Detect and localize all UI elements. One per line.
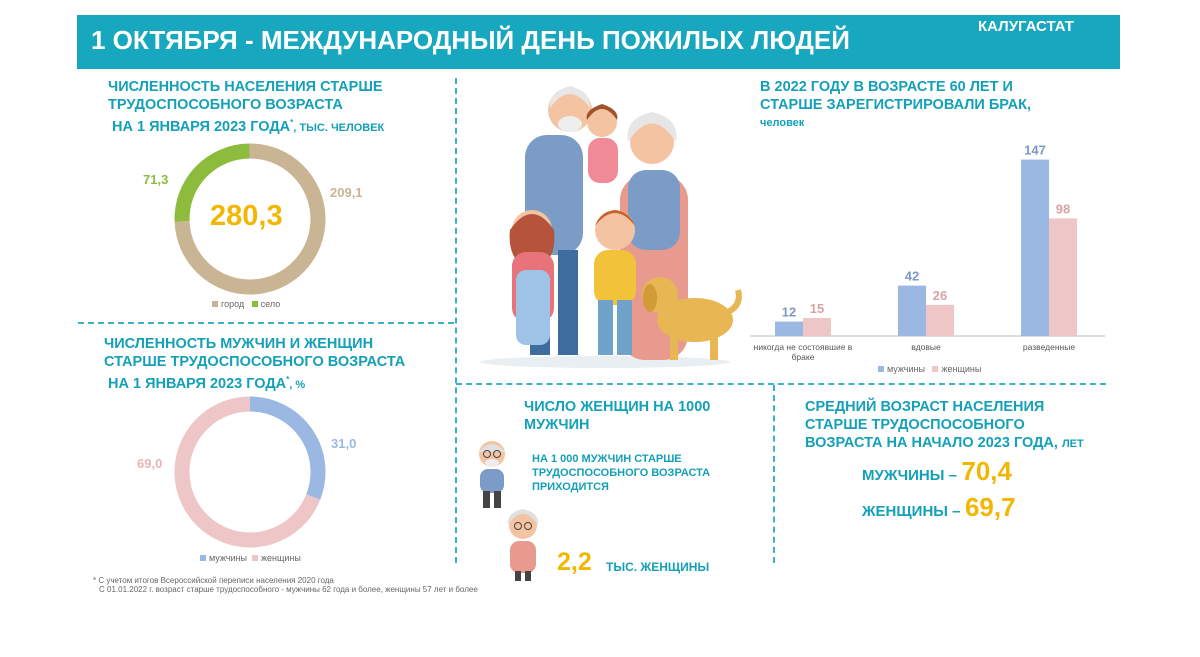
rural-value-label: 71,3 (143, 172, 169, 187)
women-per-men-unit: ТЫС. ЖЕНЩИНЫ (606, 560, 710, 574)
bar-women-0 (803, 318, 831, 336)
gender-donut (174, 396, 326, 548)
x-tick-label: никогда не состоявшие в (754, 342, 853, 352)
divider-vertical-right (773, 385, 775, 563)
legend-swatch-women-bar (932, 366, 939, 372)
legend-swatch-men (200, 555, 206, 561)
legend-swatch-women (251, 555, 258, 561)
legend-swatch-urban (212, 301, 218, 307)
avg-age-title: СРЕДНИЙ ВОЗРАСТ НАСЕЛЕНИЯ СТАРШЕ ТРУДОСП… (805, 399, 1084, 451)
population-title: ЧИСЛЕННОСТЬ НАСЕЛЕНИЯ СТАРШЕ ТРУДОСПОСОБ… (108, 79, 385, 135)
bar-value-label: 98 (1056, 201, 1070, 216)
marriage-legend: мужчины женщины (878, 364, 981, 374)
legend-swatch-men-bar (878, 366, 884, 372)
donut-slice-men (249, 396, 326, 500)
divider-vertical-left (455, 78, 457, 563)
x-tick-label: браке (792, 352, 815, 362)
marriage-title: В 2022 ГОДУ В ВОЗРАСТЕ 60 ЛЕТ И СТАРШЕ З… (760, 79, 1032, 129)
bar-value-label: 12 (782, 305, 796, 320)
urban-value-label: 209,1 (330, 185, 363, 200)
women-per-men-title: ЧИСЛО ЖЕНЩИН НА 1000 МУЖЧИН (524, 399, 711, 433)
divider-horizontal-right (456, 383, 1106, 385)
gender-legend: мужчины женщины (200, 553, 301, 563)
women-value-label: 69,0 (137, 456, 163, 471)
page-title: 1 ОКТЯБРЯ - МЕЖДУНАРОДНЫЙ ДЕНЬ ПОЖИЛЫХ Л… (91, 25, 850, 55)
bar-men-1 (898, 285, 926, 336)
bar-men-0 (775, 321, 803, 336)
donut-slice-rural (174, 143, 250, 222)
bar-women-1 (926, 304, 954, 336)
family-illustration (480, 86, 742, 368)
grandma-icon (507, 509, 539, 581)
bar-value-label: 42 (905, 269, 919, 284)
bar-men-2 (1021, 159, 1049, 336)
marriage-bar-chart: 12 42 147 15 26 98 никогда не состоявшие вбрак… (750, 143, 1105, 362)
donut-slice-urban (174, 143, 326, 295)
legend-swatch-rural (251, 301, 258, 307)
footnote: * С учетом итогов Всероссийской переписи… (93, 576, 478, 594)
avg-age-men: МУЖЧИНЫ – 70,4 (862, 456, 1012, 486)
gender-title: ЧИСЛЕННОСТЬ МУЖЧИН И ЖЕНЩИН СТАРШЕ ТРУДО… (104, 336, 406, 392)
women-per-men-value: 2,2 (557, 548, 592, 576)
divider-horizontal-left (78, 322, 454, 324)
donut-slice-women (174, 396, 321, 548)
bar-value-label: 147 (1024, 143, 1046, 158)
bar-value-label: 15 (810, 301, 824, 316)
bar-value-label: 26 (933, 288, 947, 303)
population-legend: город село (212, 299, 280, 309)
header-bar (77, 15, 1120, 69)
grandpa-icon (479, 441, 505, 508)
x-tick-label: вдовые (911, 342, 941, 352)
population-donut (174, 143, 326, 295)
women-per-men-text: НА 1 000 МУЖЧИН СТАРШЕ ТРУДОСПОСОБНОГО В… (532, 453, 711, 493)
bar-women-2 (1049, 218, 1077, 336)
org-name: КАЛУГАСТАТ (978, 18, 1074, 35)
avg-age-women: ЖЕНЩИНЫ – 69,7 (862, 492, 1016, 522)
x-tick-label: разведенные (1023, 342, 1075, 352)
men-value-label: 31,0 (331, 436, 357, 451)
population-total: 280,3 (210, 200, 283, 232)
